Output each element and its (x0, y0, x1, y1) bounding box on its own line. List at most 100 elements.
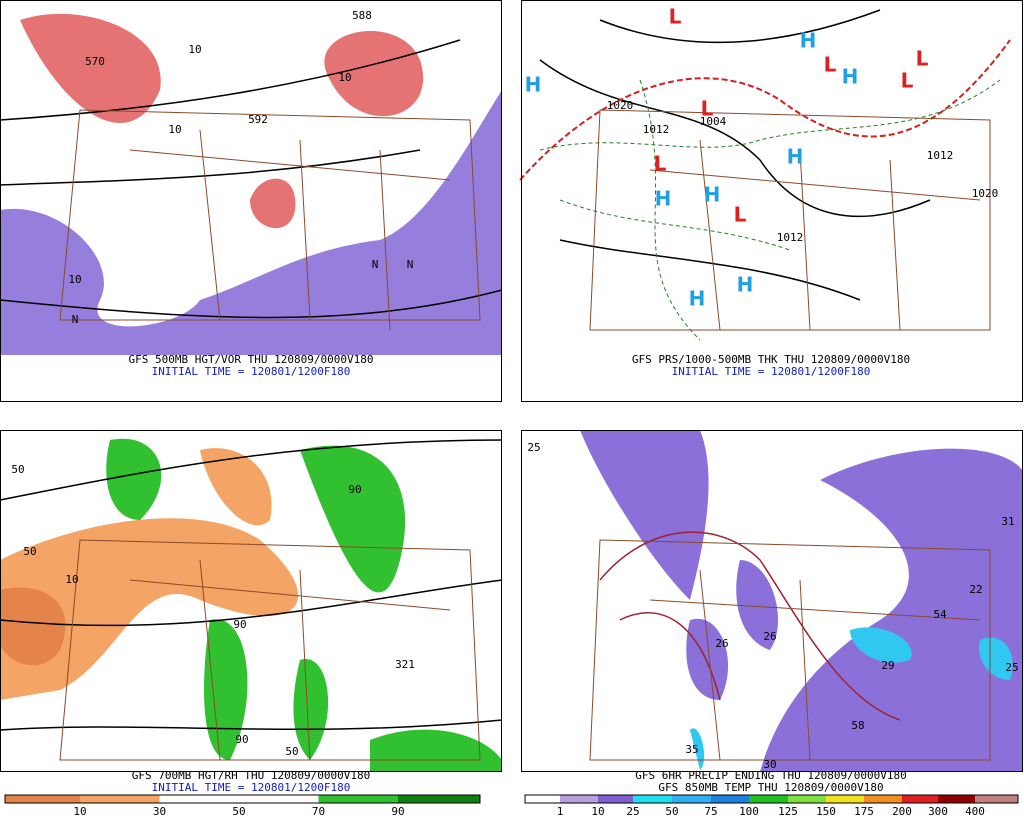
colorbar-label: 125 (778, 805, 798, 818)
map-label: 592 (248, 113, 268, 126)
colorbar-label: 75 (704, 805, 717, 818)
rh-dry (0, 448, 299, 700)
map-label: 26 (715, 637, 728, 650)
map-label: 58 (851, 719, 864, 732)
contour (0, 439, 503, 731)
panel-frame (521, 430, 1023, 772)
colorbar-segment (560, 795, 598, 803)
map-label: 22 (969, 583, 982, 596)
colorbar-segment (749, 795, 788, 803)
colorbar-segment (864, 795, 902, 803)
colorbar-frame (4, 794, 481, 804)
panel-frame (521, 0, 1023, 402)
map-label: 570 (85, 55, 105, 68)
colorbar-label: 200 (892, 805, 912, 818)
vorticity-area (20, 13, 424, 229)
map-label: 50 (11, 463, 24, 476)
borders (59, 539, 481, 761)
vorticity-area (0, 90, 502, 355)
map-label: 50 (285, 745, 298, 758)
pressure-center: H (704, 183, 721, 207)
map-label: 1004 (700, 115, 727, 128)
colorbar-segment (525, 795, 560, 803)
colorbar-segment (318, 795, 398, 803)
map-label: 588 (352, 9, 372, 22)
colorbar-segment (80, 795, 160, 803)
map-label: 54 (933, 608, 947, 621)
rh-dry (0, 587, 66, 666)
panel-frame (0, 430, 502, 772)
colorbar-label: 25 (626, 805, 639, 818)
borders (59, 109, 481, 331)
pressure-center: H (737, 273, 754, 297)
pressure-center: H (787, 145, 804, 169)
map-label: 1020 (972, 187, 999, 200)
pressure-center: L (734, 203, 747, 227)
pressure-center: H (655, 187, 672, 211)
pressure-center: L (669, 5, 682, 29)
map-label: 321 (395, 658, 415, 671)
colorbar-segment (598, 795, 633, 803)
panel-700mb (0, 438, 503, 772)
rh-moist (106, 438, 502, 772)
caption: GFS PRS/1000-500MB THK THU 120809/0000V1… (632, 353, 910, 366)
colorbar-label: 175 (854, 805, 874, 818)
pressure-center: H (689, 287, 706, 311)
panel-frame (0, 0, 502, 402)
colorbar-segment (633, 795, 672, 803)
map-label: N (72, 313, 79, 326)
colorbar-segment (902, 795, 938, 803)
colorbar-frame (524, 794, 1019, 804)
precip (580, 430, 1022, 772)
colorbar-label: 100 (739, 805, 759, 818)
colorbar-segment (938, 795, 975, 803)
pressure-center: H (800, 29, 817, 53)
colorbar-segment (398, 795, 480, 803)
map-label: 31 (1001, 515, 1014, 528)
colorbar-label: 1 (557, 805, 564, 818)
borders (589, 109, 991, 331)
colorbar-label: 10 (591, 805, 604, 818)
map-label: 29 (881, 659, 894, 672)
colorbar-segment (788, 795, 826, 803)
colorbar-label: 150 (816, 805, 836, 818)
colorbar-segment (711, 795, 749, 803)
colorbar-segment (239, 795, 319, 803)
map-label: 1020 (607, 99, 634, 112)
map-label: 1012 (777, 231, 804, 244)
colorbar-segment (975, 795, 1018, 803)
panel-precip (580, 430, 1022, 772)
map-label: 26 (763, 630, 776, 643)
map-label: 50 (23, 545, 36, 558)
map-label: 10 (65, 573, 78, 586)
contour (539, 9, 931, 301)
map-label: 90 (348, 483, 361, 496)
map-label: 90 (233, 618, 246, 631)
thickness (539, 79, 1001, 341)
initial-time: INITIAL TIME = 120801/1200F180 (152, 781, 351, 794)
pressure-center: H (525, 73, 542, 97)
map-label: 25 (1005, 661, 1018, 674)
colorbar-label: 400 (965, 805, 985, 818)
borders (589, 539, 991, 761)
caption: GFS 700MB HGT/RH THU 120809/0000V180 (132, 769, 370, 782)
initial-time: INITIAL TIME = 120801/1200F180 (152, 365, 351, 378)
contour (0, 39, 503, 319)
colorbar-label: 90 (391, 805, 404, 818)
pressure-center: L (916, 47, 929, 71)
pressure-center: L (701, 97, 714, 121)
map-label: 10 (188, 43, 201, 56)
pressure-center: L (824, 53, 837, 77)
map-label: 10 (168, 123, 181, 136)
map-label: N (372, 258, 379, 271)
map-label: 35 (685, 743, 698, 756)
colorbar-label: 30 (153, 805, 166, 818)
colorbar-label: 50 (232, 805, 245, 818)
map-label: 90 (235, 733, 248, 746)
colorbar-label: 70 (312, 805, 325, 818)
map-label: 1012 (927, 149, 954, 162)
colorbar-segment (672, 795, 711, 803)
map-label: 1012 (643, 123, 670, 136)
panel-500mb (0, 0, 503, 355)
